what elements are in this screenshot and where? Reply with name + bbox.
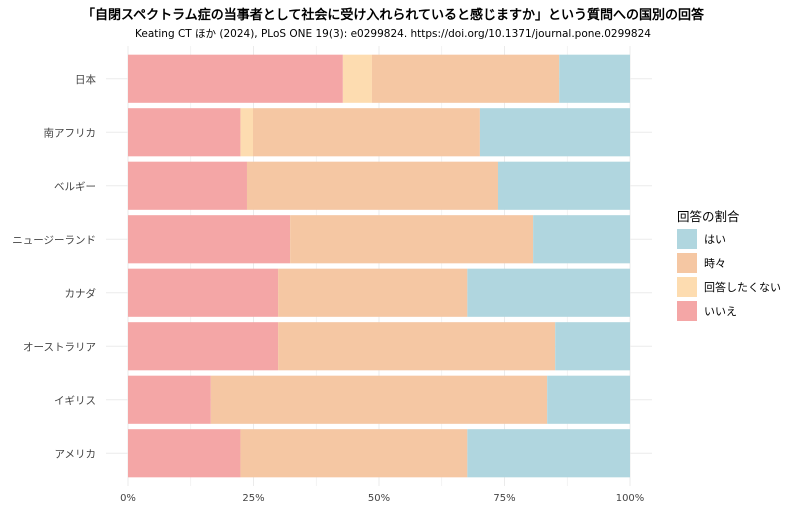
bar-segment (467, 429, 630, 478)
legend-swatch (677, 253, 697, 273)
bar-segment (559, 54, 630, 103)
y-tick-label: カナダ (65, 287, 97, 300)
bar-segment (128, 108, 241, 157)
y-tick-label: オーストラリア (23, 341, 96, 353)
bar-segment (533, 215, 630, 264)
y-tick-label: イギリス (54, 395, 96, 407)
bars (128, 54, 630, 478)
bar-segment (497, 161, 630, 210)
bar-segment (128, 268, 279, 317)
legend-swatch (677, 229, 697, 249)
bar-segment (128, 215, 291, 264)
bar-segment (278, 322, 556, 371)
y-tick-label: ニュージーランド (12, 234, 96, 246)
legend-title: 回答の割合 (677, 209, 740, 224)
x-tick-label: 50% (368, 493, 390, 504)
legend-label: 時々 (704, 257, 726, 270)
bar-segment (128, 322, 279, 371)
legend-label: 回答したくない (704, 280, 781, 294)
legend-swatch (677, 277, 697, 297)
y-tick-label: 日本 (75, 73, 96, 86)
bar-segment (371, 54, 560, 103)
bar-segment (555, 322, 630, 371)
bar-segment (479, 108, 630, 157)
y-tick-label: ベルギー (54, 181, 96, 193)
x-tick-label: 0% (120, 493, 136, 504)
bar-segment (252, 108, 480, 157)
bar-segment (128, 375, 211, 424)
bar-segment (290, 215, 534, 264)
y-tick-label: 南アフリカ (44, 126, 97, 139)
x-tick-label: 75% (493, 493, 515, 504)
chart-subtitle: Keating CT ほか (2024), PLoS ONE 19(3): e0… (135, 28, 651, 40)
legend-label: いいえ (704, 305, 737, 318)
bar-segment (240, 108, 253, 157)
bar-segment (240, 429, 468, 478)
x-tick-label: 100% (616, 493, 645, 504)
bar-segment (547, 375, 630, 424)
legend-swatch (677, 301, 697, 321)
chart-title: 「自閉スペクトラム症の当事者として社会に受け入れられていると感じますか」という質… (82, 7, 705, 23)
bar-segment (246, 161, 498, 210)
x-tick-label: 25% (242, 493, 264, 504)
bar-segment (128, 161, 247, 210)
y-tick-label: アメリカ (55, 448, 96, 460)
bar-segment (467, 268, 630, 317)
legend-label: はい (704, 233, 726, 246)
bar-segment (210, 375, 548, 424)
bar-segment (128, 429, 241, 478)
bar-segment (342, 54, 372, 103)
bar-segment (278, 268, 468, 317)
bar-segment (128, 54, 343, 103)
x-axis-labels: 0% 25% 50% 75% 100% (120, 493, 644, 504)
